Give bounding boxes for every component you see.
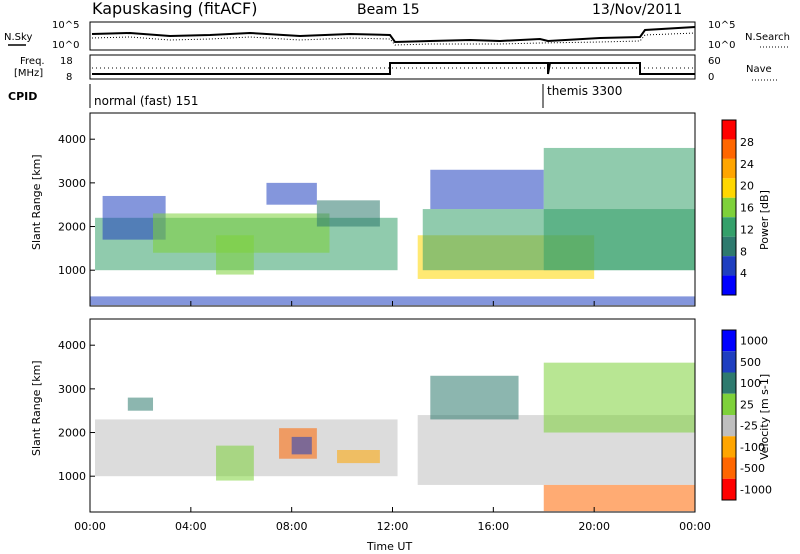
power-colorbar-label: Power [dB]: [758, 190, 771, 250]
nsky-trace: [91, 26, 696, 44]
beam-title: Beam 15: [357, 2, 420, 18]
nsky-tick-top: 10^5: [52, 20, 79, 31]
velocity-colorbar-tick-label: 500: [740, 356, 761, 369]
power-region-5: [316, 200, 380, 227]
nave-tick-top: 60: [708, 56, 721, 67]
power-y-axis: 1000 2000 3000 4000: [58, 133, 95, 277]
power-colorbar-tick-label: 12: [740, 223, 754, 236]
freq-trace: [92, 62, 695, 75]
power-colorbar-tick-label: 24: [740, 158, 754, 171]
velocity-region-1: [216, 445, 254, 481]
power-colorbar-tick-label: 8: [740, 245, 747, 258]
x-tick-label: 04:00: [175, 520, 207, 533]
velocity-region-5: [127, 397, 154, 411]
velocity-colorbar: 1000 500 100 25 -25 -100 -500 -1000: [721, 329, 772, 501]
nsearch-tick-top: 10^5: [708, 20, 735, 31]
date-title: 13/Nov/2011: [592, 2, 682, 18]
power-y-axis-label: Slant Range [km]: [30, 154, 43, 250]
time-x-axis: 00:00 04:00 08:00 12:00 16:00 20:00 00:00: [74, 301, 711, 533]
power-colorbar-cell: [722, 120, 736, 140]
velocity-y-axis: 1000 2000 3000 4000: [58, 339, 95, 483]
velocity-colorbar-tick-label: -25: [740, 420, 758, 433]
nsky-label: N.Sky: [4, 32, 32, 43]
velocity-colorbar-cell: [722, 393, 736, 415]
velocity-colorbar-frame: [721, 329, 737, 501]
x-tick-label: 00:00: [679, 520, 711, 533]
nsearch-trace: [91, 32, 696, 46]
power-region-4: [266, 182, 317, 205]
velocity-colorbar-label: Velocity [m s-1]: [758, 374, 771, 460]
freq-tick-top: 18: [60, 56, 73, 67]
nave-tick-bottom: 0: [708, 72, 714, 83]
power-region-3: [216, 235, 254, 275]
velocity-y-tick-label: 4000: [58, 339, 86, 352]
nsearch-label: N.Search: [745, 32, 790, 43]
power-colorbar-tick-label: 28: [740, 136, 754, 149]
station-title: Kapuskasing (fitACF): [92, 0, 257, 18]
velocity-y-tick-label: 2000: [58, 427, 86, 440]
freq-label: Freq.: [20, 56, 45, 67]
power-colorbar-tick-label: 4: [740, 267, 747, 280]
velocity-data-regions: [95, 362, 695, 512]
nsearch-tick-bottom: 10^0: [708, 40, 735, 51]
nsky-tick-bottom: 10^0: [52, 40, 79, 51]
power-colorbar-cell: [722, 217, 736, 237]
cpid-label: CPID: [8, 90, 37, 103]
nave-label: Nave: [746, 64, 772, 75]
x-tick-label: 08:00: [276, 520, 308, 533]
power-colorbar-cell: [722, 139, 736, 159]
power-y-tick-label: 2000: [58, 221, 86, 234]
power-colorbar-cell: [722, 256, 736, 276]
velocity-region-3: [291, 436, 312, 455]
velocity-colorbar-cell: [722, 436, 736, 458]
velocity-colorbar-cell: [722, 478, 736, 500]
freq-unit: [MHz]: [14, 68, 43, 79]
power-colorbar-cell: [722, 197, 736, 218]
power-colorbar-tick-label: 20: [740, 180, 754, 193]
power-colorbar-frame: [721, 119, 737, 296]
power-region-9: [543, 147, 695, 271]
power-colorbar-cell: [722, 275, 736, 295]
velocity-y-tick-label: 3000: [58, 383, 86, 396]
velocity-colorbar-tick-label: 1000: [740, 335, 768, 348]
power-data-regions: [90, 147, 695, 306]
velocity-colorbar-tick-label: -100: [740, 441, 765, 454]
cpid-segment-themis: themis 3300: [547, 84, 622, 98]
power-region-8: [430, 169, 544, 210]
velocity-region-7: [430, 375, 519, 420]
velocity-colorbar-tick-label: -1000: [740, 483, 772, 496]
velocity-colorbar-cell: [722, 330, 736, 352]
power-region-10: [90, 296, 695, 306]
velocity-region-8: [543, 362, 695, 433]
power-colorbar-cell: [722, 158, 736, 179]
velocity-region-9: [543, 484, 695, 512]
power-y-tick-label: 1000: [58, 264, 86, 277]
x-tick-label: 20:00: [578, 520, 610, 533]
x-tick-label: 00:00: [74, 520, 106, 533]
power-colorbar: 4 8 12 16 20 24 28: [721, 119, 754, 296]
power-colorbar-cell: [722, 236, 736, 257]
x-axis-label: Time UT: [366, 540, 412, 553]
x-tick-label: 12:00: [377, 520, 409, 533]
freq-panel-frame: [89, 54, 696, 80]
velocity-colorbar-cell: [722, 351, 736, 373]
cpid-segment-normal: normal (fast) 151: [94, 94, 198, 108]
velocity-colorbar-cell: [722, 457, 736, 479]
velocity-y-tick-label: 1000: [58, 470, 86, 483]
velocity-colorbar-tick-label: -500: [740, 462, 765, 475]
velocity-region-4: [337, 449, 380, 464]
velocity-colorbar-tick-label: 25: [740, 398, 754, 411]
velocity-colorbar-cell: [722, 415, 736, 437]
freq-tick-bottom: 8: [66, 72, 72, 83]
power-colorbar-tick-label: 16: [740, 202, 754, 215]
x-tick-label: 16:00: [477, 520, 509, 533]
power-y-tick-label: 4000: [58, 133, 86, 146]
power-colorbar-cell: [722, 178, 736, 198]
power-y-tick-label: 3000: [58, 177, 86, 190]
velocity-y-axis-label: Slant Range [km]: [30, 360, 43, 456]
velocity-colorbar-tick-label: 100: [740, 377, 761, 390]
nsky-panel-frame: [89, 21, 696, 51]
velocity-colorbar-cell: [722, 372, 736, 394]
